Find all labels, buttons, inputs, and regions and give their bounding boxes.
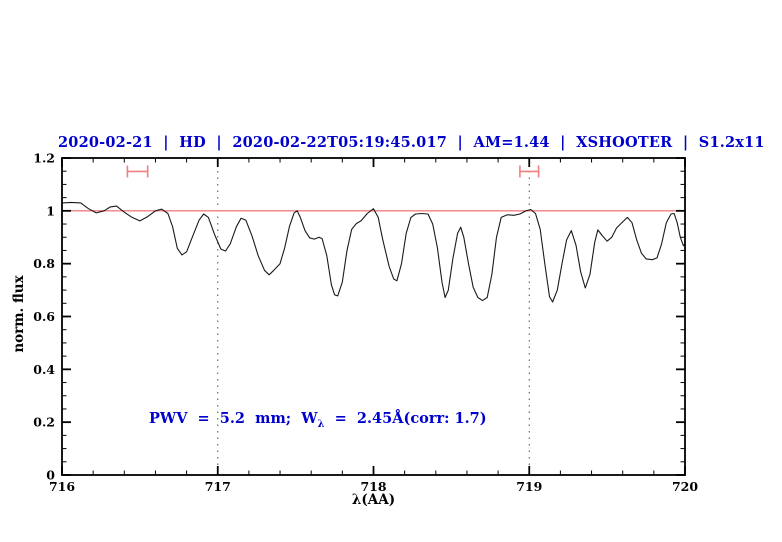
y-tick-label: 1.2 [33,151,55,166]
y-tick-label: 0.2 [33,415,55,430]
y-tick-label: 1 [46,203,55,218]
y-tick-label: 0 [46,468,55,483]
y-tick-label: 0.4 [33,362,55,377]
x-tick-label: 716 [49,479,75,494]
y-tick-label: 0.6 [33,309,55,324]
annotation-prefix: PWV = 5.2 mm; W [149,410,318,427]
x-tick-label: 717 [205,479,231,494]
spectrum-curve [61,201,686,303]
annotation-lambda-subscript: λ [317,418,325,430]
x-axis-label: λ(AA) [351,492,396,508]
x-tick-label: 718 [360,479,386,494]
annotation-suffix: = 2.45Å(corr: 1.7) [324,410,487,427]
y-tick-label: 0.8 [33,256,55,271]
pwv-annotation: PWV = 5.2 mm; Wλ = 2.45Å(corr: 1.7) [149,410,487,430]
y-axis-label: norm. flux [11,275,27,353]
x-tick-label: 719 [516,479,542,494]
x-tick-label: 720 [672,479,698,494]
